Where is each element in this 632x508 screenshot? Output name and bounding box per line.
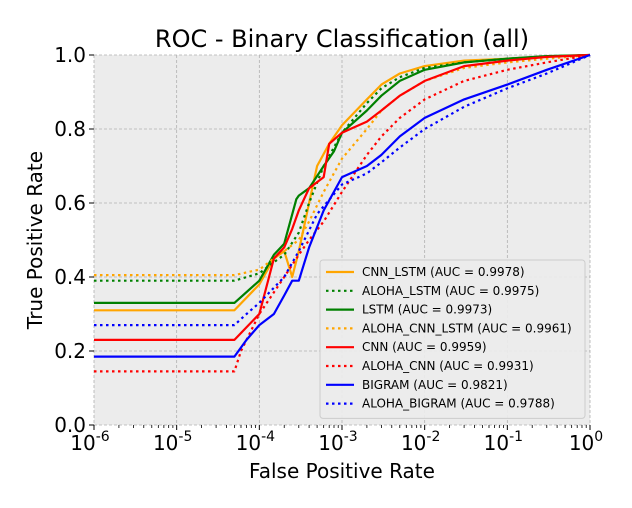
y-tick-label: 0.6 bbox=[54, 191, 86, 215]
x-tick-label: 10-1 bbox=[484, 429, 523, 455]
y-axis-label: True Positive Rate bbox=[23, 151, 47, 330]
roc-line-series-7 bbox=[94, 53, 591, 358]
y-tick-label: 0.0 bbox=[54, 413, 86, 437]
y-tick-label: 0.2 bbox=[54, 339, 86, 363]
x-axis-ticks: 10-6 10-5 10-4 10-3 10-2 10-1 100 bbox=[70, 425, 603, 455]
x-tick-label: 10-6 bbox=[70, 429, 110, 455]
x-tick-base: 10 bbox=[569, 431, 594, 455]
x-tick-base: 10 bbox=[401, 431, 426, 455]
x-tick-base: 10 bbox=[236, 431, 261, 455]
x-tick-exponent: -1 bbox=[509, 429, 523, 445]
y-tick-label: 0.8 bbox=[54, 117, 86, 141]
roc-line-series-8 bbox=[94, 53, 591, 327]
y-tick-label: 0.4 bbox=[54, 265, 86, 289]
y-tick-label: 1.0 bbox=[54, 43, 86, 67]
chart-title: ROC - Binary Classification (all) bbox=[155, 25, 529, 53]
x-tick-exponent: -4 bbox=[261, 429, 275, 445]
x-tick-label: 100 bbox=[569, 429, 603, 455]
x-axis-label: False Positive Rate bbox=[249, 459, 435, 483]
roc-line-series-3 bbox=[94, 53, 591, 304]
roc-line-series-4 bbox=[94, 53, 591, 277]
x-tick-label: 10-5 bbox=[153, 429, 192, 455]
legend-label: BIGRAM (AUC = 0.9821) bbox=[362, 378, 508, 392]
x-tick-exponent: -2 bbox=[426, 429, 440, 445]
legend-label: LSTM (AUC = 0.9973) bbox=[362, 303, 492, 317]
x-tick-exponent: 0 bbox=[594, 429, 603, 445]
x-tick-label: 10-4 bbox=[236, 429, 276, 455]
roc-line-series-6 bbox=[94, 53, 591, 373]
x-tick-label: 10-2 bbox=[401, 429, 440, 455]
legend-label: CNN_LSTM (AUC = 0.9978) bbox=[362, 265, 525, 279]
legend-label: ALOHA_BIGRAM (AUC = 0.9788) bbox=[362, 397, 555, 411]
y-axis-ticks: 0.0 0.2 0.4 0.6 0.8 1.0 bbox=[54, 43, 94, 437]
legend: CNN_LSTM (AUC = 0.9978) ALOHA_LSTM (AUC =… bbox=[319, 259, 586, 419]
legend-label: ALOHA_CNN_LSTM (AUC = 0.9961) bbox=[362, 321, 572, 335]
legend-label: ALOHA_CNN (AUC = 0.9931) bbox=[362, 359, 534, 373]
x-tick-label: 10-3 bbox=[318, 429, 357, 455]
legend-label: ALOHA_LSTM (AUC = 0.9975) bbox=[362, 284, 539, 298]
legend-label: CNN (AUC = 0.9959) bbox=[362, 340, 487, 354]
x-tick-base: 10 bbox=[153, 431, 178, 455]
x-tick-exponent: -3 bbox=[344, 429, 358, 445]
x-tick-exponent: -5 bbox=[178, 429, 192, 445]
x-tick-base: 10 bbox=[318, 431, 343, 455]
legend-box bbox=[319, 259, 586, 419]
x-tick-base: 10 bbox=[484, 431, 509, 455]
roc-line-series-5 bbox=[94, 53, 591, 341]
roc-lines bbox=[94, 53, 591, 373]
x-tick-base: 10 bbox=[70, 431, 95, 455]
x-tick-exponent: -6 bbox=[96, 429, 110, 445]
